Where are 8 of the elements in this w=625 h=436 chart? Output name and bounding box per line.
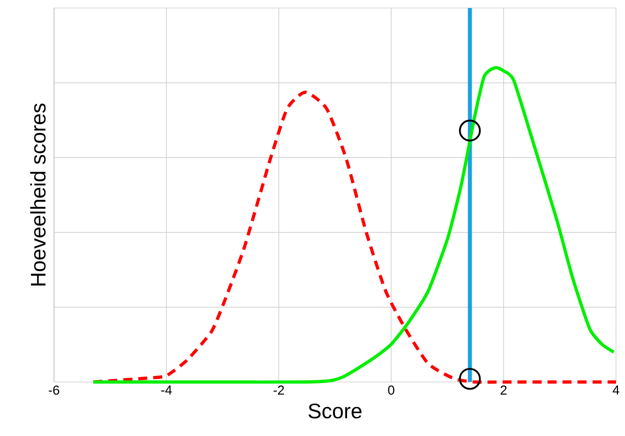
- x-tick-label: 0: [388, 386, 394, 395]
- y-axis-title: Hoeveelheid scores: [30, 104, 46, 286]
- x-tick-label: 4: [612, 386, 620, 394]
- x-tick-label: -6: [48, 386, 60, 395]
- x-tick-label: 2: [500, 386, 507, 395]
- x-axis-title: Score: [308, 404, 362, 418]
- x-tick-label: -4: [161, 386, 172, 394]
- x-tick-label: -2: [274, 386, 284, 395]
